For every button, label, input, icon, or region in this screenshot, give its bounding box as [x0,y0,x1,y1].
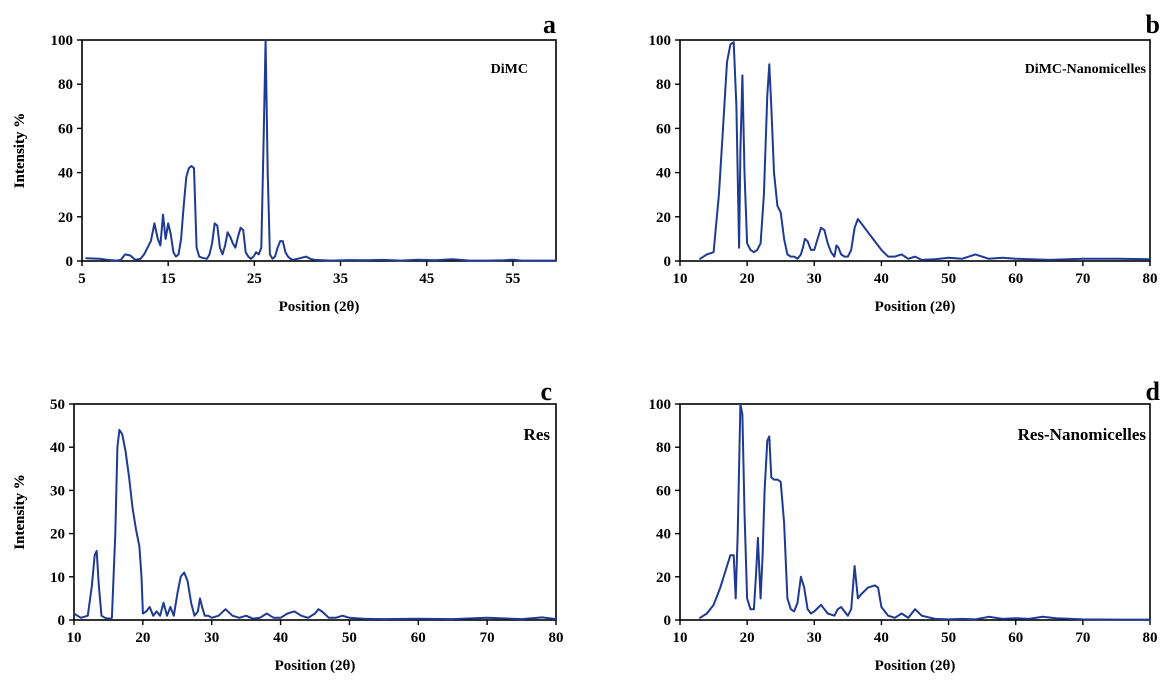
series-label: Res [524,425,551,444]
x-tick-label: 40 [874,630,889,646]
x-axis-label: Position (2θ) [279,299,360,315]
plot-frame [73,403,557,621]
x-tick-label: 25 [247,271,262,287]
series-line [85,39,557,262]
y-tick-label: 40 [58,166,73,182]
x-tick-label: 20 [740,630,755,646]
panel-letter: c [540,377,552,406]
y-axis-label: Intensity % [12,474,28,549]
series-line [73,428,557,621]
series-label: Res-Nanomicelles [1018,425,1147,444]
series-line [699,41,1151,261]
y-tick-label: 40 [656,166,671,182]
plot-frame [679,39,1151,262]
y-tick-label: 80 [656,440,671,456]
x-tick-label: 70 [1075,630,1090,646]
y-tick-label: 80 [656,77,671,93]
x-axis-label: Position (2θ) [275,658,356,674]
panel-a: 0 20 40 60 80 100 5 15 25 35 45 55 Position (2θ) Inte… [12,10,557,315]
panel-letter: a [543,10,556,39]
y-tick-label: 60 [58,121,73,137]
x-tick-label: 20 [135,630,150,646]
x-axis-label: Position (2θ) [875,658,956,674]
y-tick-label: 80 [58,77,73,93]
y-tick-label: 60 [656,121,671,137]
x-tick-label: 30 [807,630,822,646]
series-line [699,403,1151,621]
x-tick-label: 80 [1143,271,1158,287]
x-tick-label: 30 [807,271,822,287]
x-tick-label: 10 [67,630,82,646]
x-tick-label: 35 [333,271,348,287]
x-tick-label: 50 [941,630,956,646]
y-tick-label: 20 [50,527,65,543]
x-tick-label: 70 [480,630,495,646]
y-tick-label: 40 [50,440,65,456]
x-tick-label: 10 [673,630,688,646]
y-tick-label: 0 [664,613,672,629]
x-tick-label: 10 [673,271,688,287]
x-tick-label: 80 [1143,630,1158,646]
x-axis-label: Position (2θ) [875,299,956,315]
x-tick-label: 70 [1075,271,1090,287]
x-tick-label: 50 [342,630,357,646]
x-tick-label: 15 [161,271,176,287]
x-tick-label: 55 [505,271,520,287]
y-axis-label: Intensity % [12,113,28,188]
y-tick-label: 100 [649,397,672,413]
x-tick-label: 30 [204,630,219,646]
y-tick-label: 100 [649,33,672,49]
y-tick-label: 0 [66,254,74,270]
x-tick-label: 50 [941,271,956,287]
x-tick-label: 60 [411,630,426,646]
series-label: DiMC-Nanomicelles [1025,62,1147,77]
y-tick-label: 0 [58,613,66,629]
y-axis-label: Intensity % [12,474,28,549]
x-tick-label: 45 [419,271,434,287]
y-tick-label: 20 [656,210,671,226]
y-tick-label: 100 [51,33,74,49]
x-tick-label: 20 [740,271,755,287]
y-tick-label: 10 [50,570,65,586]
x-tick-label: 60 [1008,630,1023,646]
x-tick-label: 40 [874,271,889,287]
y-tick-label: 40 [656,527,671,543]
y-tick-label: 30 [50,483,65,499]
series-label: DiMC [491,62,528,77]
y-tick-label: 20 [656,570,671,586]
panel-letter: b [1146,10,1160,39]
x-tick-label: 60 [1008,271,1023,287]
y-tick-label: 50 [50,397,65,413]
x-tick-label: 40 [273,630,288,646]
plot-frame [679,403,1151,621]
y-tick-label: 0 [664,254,672,270]
x-tick-label: 5 [78,271,86,287]
y-tick-label: 20 [58,210,73,226]
y-tick-label: 60 [656,483,671,499]
y-axis-label: Intensity % [12,113,28,188]
panel-letter: d [1146,377,1161,406]
x-tick-label: 80 [549,630,564,646]
